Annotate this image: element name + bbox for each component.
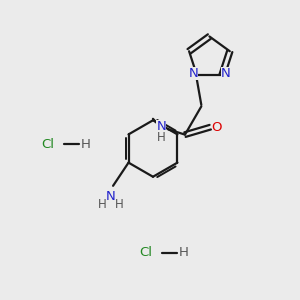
Text: N: N [188,67,198,80]
Text: O: O [212,121,222,134]
Text: H: H [179,246,189,259]
Text: Cl: Cl [139,246,152,259]
Text: H: H [81,138,91,151]
Text: Cl: Cl [41,138,54,151]
Text: N: N [221,67,230,80]
Text: H: H [115,198,124,211]
Text: H: H [98,198,106,211]
Text: N: N [156,120,166,134]
Text: H: H [157,131,166,144]
Text: N: N [106,190,116,203]
